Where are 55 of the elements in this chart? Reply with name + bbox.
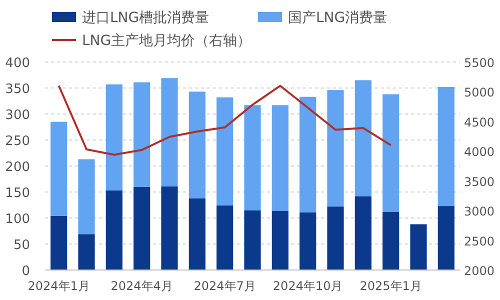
- legend-label: 国产LNG消费量: [288, 10, 388, 26]
- line-series: [58, 84, 392, 156]
- y2-tick-label: 3500: [464, 174, 495, 189]
- bar: [78, 234, 95, 270]
- bar: [272, 105, 288, 211]
- bar: [78, 159, 95, 234]
- bar: [438, 206, 454, 270]
- bar: [382, 94, 400, 212]
- bar: [438, 86, 454, 206]
- bar: [188, 198, 206, 270]
- bar: [300, 212, 316, 270]
- y2-tick-label: 5000: [464, 86, 495, 100]
- legend-label: 进口LNG槽批消费量: [82, 10, 210, 26]
- y2-tick-label: 4000: [464, 145, 495, 160]
- x-tick-label: 2025年1月: [360, 279, 422, 293]
- bar: [134, 82, 150, 187]
- bar: [50, 216, 68, 270]
- y-tick-label: 100: [5, 212, 30, 227]
- bar: [188, 92, 206, 198]
- bar: [354, 80, 372, 196]
- y2-tick-label: 2500: [464, 234, 495, 248]
- bar: [216, 97, 234, 206]
- bar: [300, 96, 316, 212]
- y-tick-label: 0: [22, 264, 30, 279]
- bar: [244, 210, 261, 270]
- legend-label: LNG主产地月均价（右轴）: [82, 33, 252, 49]
- bar: [410, 224, 427, 270]
- bar: [50, 122, 68, 216]
- y-tick-label: 400: [5, 56, 30, 71]
- y-tick-label: 300: [5, 108, 30, 123]
- y-tick-label: 350: [5, 82, 30, 97]
- bar: [272, 210, 288, 270]
- bar: [327, 90, 344, 207]
- bar: [161, 186, 178, 270]
- y2-tick-label: 2000: [464, 264, 495, 278]
- y-tick-label: 150: [5, 186, 30, 201]
- bar: [382, 212, 400, 270]
- x-tick-label: 2024年10月: [272, 279, 343, 293]
- bar: [354, 196, 372, 270]
- x-tick-label: 2024年4月: [110, 279, 173, 293]
- bar: [106, 190, 122, 270]
- y-tick-label: 250: [5, 134, 30, 149]
- bar: [244, 105, 261, 210]
- x-tick-label: 2024年7月: [194, 279, 256, 293]
- y-tick-label: 50: [13, 238, 30, 253]
- y2-tick-label: 3000: [464, 204, 495, 219]
- bar: [216, 206, 234, 270]
- y-tick-label: 200: [5, 160, 30, 175]
- y2-tick-label: 5500: [464, 56, 495, 70]
- bar: [327, 206, 344, 270]
- bar: [106, 84, 122, 190]
- y2-tick-label: 4500: [464, 115, 495, 130]
- bar: [134, 186, 150, 270]
- x-tick-label: 2024年1月: [28, 279, 90, 293]
- bar: [161, 78, 178, 186]
